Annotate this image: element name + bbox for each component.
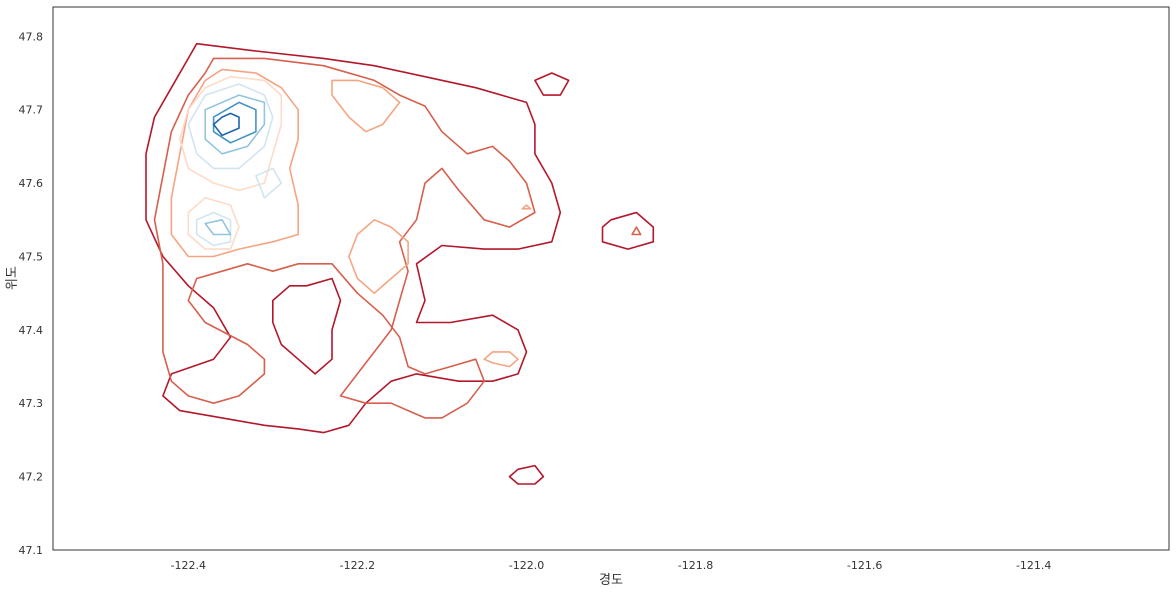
x-tick-label: -121.8 xyxy=(678,559,713,572)
contour-level-4 xyxy=(187,197,240,250)
contour-level-8 xyxy=(212,112,240,137)
contour-level-5 xyxy=(195,211,232,247)
contour-level-5 xyxy=(187,83,274,170)
contour-level-3 xyxy=(483,351,519,368)
contour-level-6 xyxy=(204,219,232,236)
x-tick-label: -122.4 xyxy=(171,559,206,572)
y-tick-label: 47.3 xyxy=(19,397,44,410)
contour-level-1 xyxy=(534,72,570,96)
plot-frame xyxy=(52,6,1170,551)
contour-level-2 xyxy=(631,226,642,236)
x-axis-label: 경도 xyxy=(599,573,623,588)
contour-level-1 xyxy=(145,42,562,434)
contour-level-1 xyxy=(508,464,545,485)
contour-layer xyxy=(145,42,655,485)
contour-level-3 xyxy=(521,204,532,210)
x-tick-label: -121.6 xyxy=(847,559,882,572)
y-tick-labels: 47.1 47.2 47.3 47.4 47.5 47.6 47.7 47.8 xyxy=(19,30,44,557)
x-tick-label: -122.0 xyxy=(509,559,544,572)
contour-level-6 xyxy=(204,94,266,155)
y-tick-label: 47.2 xyxy=(19,471,44,484)
x-tick-label: -121.4 xyxy=(1016,559,1051,572)
y-tick-label: 47.7 xyxy=(19,104,44,117)
contour-level-2 xyxy=(153,57,536,419)
y-tick-label: 47.5 xyxy=(19,251,44,264)
contour-level-5 xyxy=(255,167,283,199)
contour-level-1 xyxy=(601,211,655,250)
x-tick-label: -122.2 xyxy=(340,559,375,572)
y-tick-label: 47.6 xyxy=(19,177,44,190)
y-tick-label: 47.8 xyxy=(19,30,44,43)
y-tick-label: 47.1 xyxy=(19,544,44,557)
contour-level-3 xyxy=(331,79,401,133)
contour-level-1 xyxy=(272,277,342,375)
x-tick-labels: -122.4 -122.2 -122.0 -121.8 -121.6 -121.4 xyxy=(171,559,1052,572)
contour-level-3 xyxy=(348,219,409,294)
contour-level-4 xyxy=(179,75,283,192)
y-tick-label: 47.4 xyxy=(19,324,44,337)
contour-level-7 xyxy=(212,101,257,144)
y-axis-label: 위도 xyxy=(5,266,20,290)
